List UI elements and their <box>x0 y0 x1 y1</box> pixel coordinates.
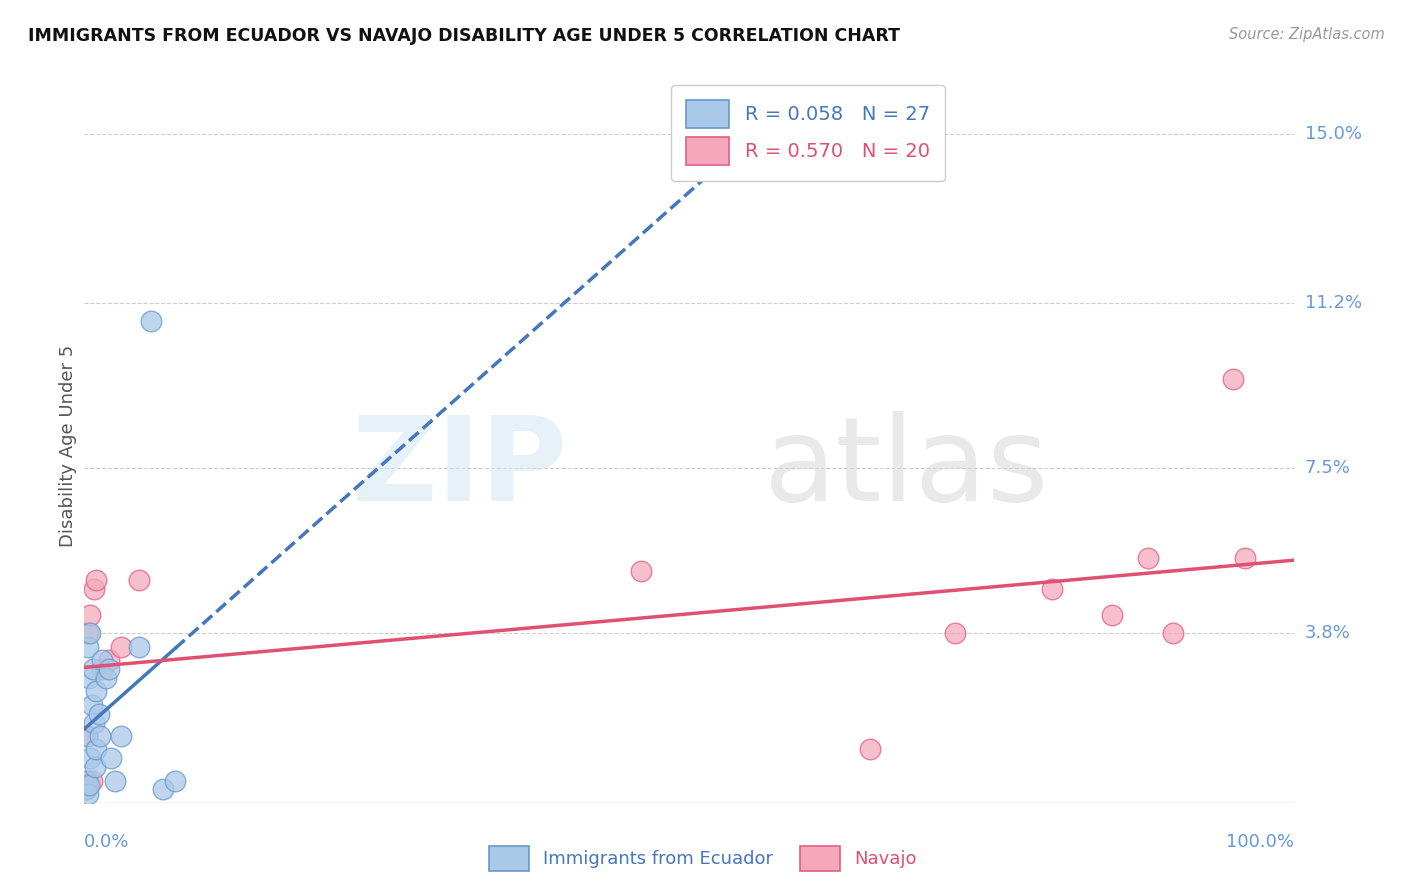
Text: 11.2%: 11.2% <box>1305 294 1362 312</box>
Point <box>165 773 187 788</box>
Point <box>76 729 98 743</box>
Point <box>75 782 97 797</box>
Point <box>97 653 120 667</box>
Point <box>79 608 101 623</box>
Point <box>104 773 127 788</box>
Point <box>77 778 100 792</box>
Point <box>1161 626 1184 640</box>
Point <box>91 662 114 676</box>
Point <box>110 640 132 654</box>
Point <box>77 626 100 640</box>
Point <box>89 729 111 743</box>
Point <box>76 773 98 788</box>
Point <box>77 671 100 685</box>
Point <box>75 782 97 797</box>
Point <box>86 742 108 756</box>
Legend: R = 0.058   N = 27, R = 0.570   N = 20: R = 0.058 N = 27, R = 0.570 N = 20 <box>671 85 945 180</box>
Text: 100.0%: 100.0% <box>1226 833 1294 851</box>
Text: Source: ZipAtlas.com: Source: ZipAtlas.com <box>1229 27 1385 42</box>
Point <box>1040 582 1063 596</box>
Point <box>79 751 101 765</box>
Text: 3.8%: 3.8% <box>1305 624 1350 642</box>
Point <box>82 662 104 676</box>
Point <box>630 564 652 578</box>
Point <box>86 573 108 587</box>
Point <box>859 742 882 756</box>
Point <box>943 626 966 640</box>
Point <box>79 626 101 640</box>
Text: atlas: atlas <box>763 411 1049 525</box>
Point <box>87 706 110 721</box>
Text: 0.0%: 0.0% <box>84 833 129 851</box>
Point <box>110 729 132 743</box>
Point <box>86 684 108 698</box>
Point <box>152 782 174 797</box>
Point <box>128 573 150 587</box>
Point <box>1137 550 1160 565</box>
Point <box>76 729 98 743</box>
Point <box>94 671 117 685</box>
Point <box>83 715 105 730</box>
Text: 15.0%: 15.0% <box>1305 125 1361 143</box>
Point <box>97 662 120 676</box>
Point <box>1222 372 1244 386</box>
Point <box>83 582 105 596</box>
Point <box>100 751 122 765</box>
Point <box>80 698 103 712</box>
Point <box>1234 550 1257 565</box>
Y-axis label: Disability Age Under 5: Disability Age Under 5 <box>59 345 77 547</box>
Text: 7.5%: 7.5% <box>1305 459 1351 477</box>
Point <box>139 314 162 328</box>
Point <box>128 640 150 654</box>
Text: IMMIGRANTS FROM ECUADOR VS NAVAJO DISABILITY AGE UNDER 5 CORRELATION CHART: IMMIGRANTS FROM ECUADOR VS NAVAJO DISABI… <box>28 27 900 45</box>
Point <box>91 653 114 667</box>
Text: ZIP: ZIP <box>352 411 568 525</box>
Point <box>77 640 100 654</box>
Point <box>84 760 107 774</box>
Point <box>1101 608 1123 623</box>
Legend: Immigrants from Ecuador, Navajo: Immigrants from Ecuador, Navajo <box>482 838 924 879</box>
Point <box>80 773 103 788</box>
Point <box>77 787 100 801</box>
